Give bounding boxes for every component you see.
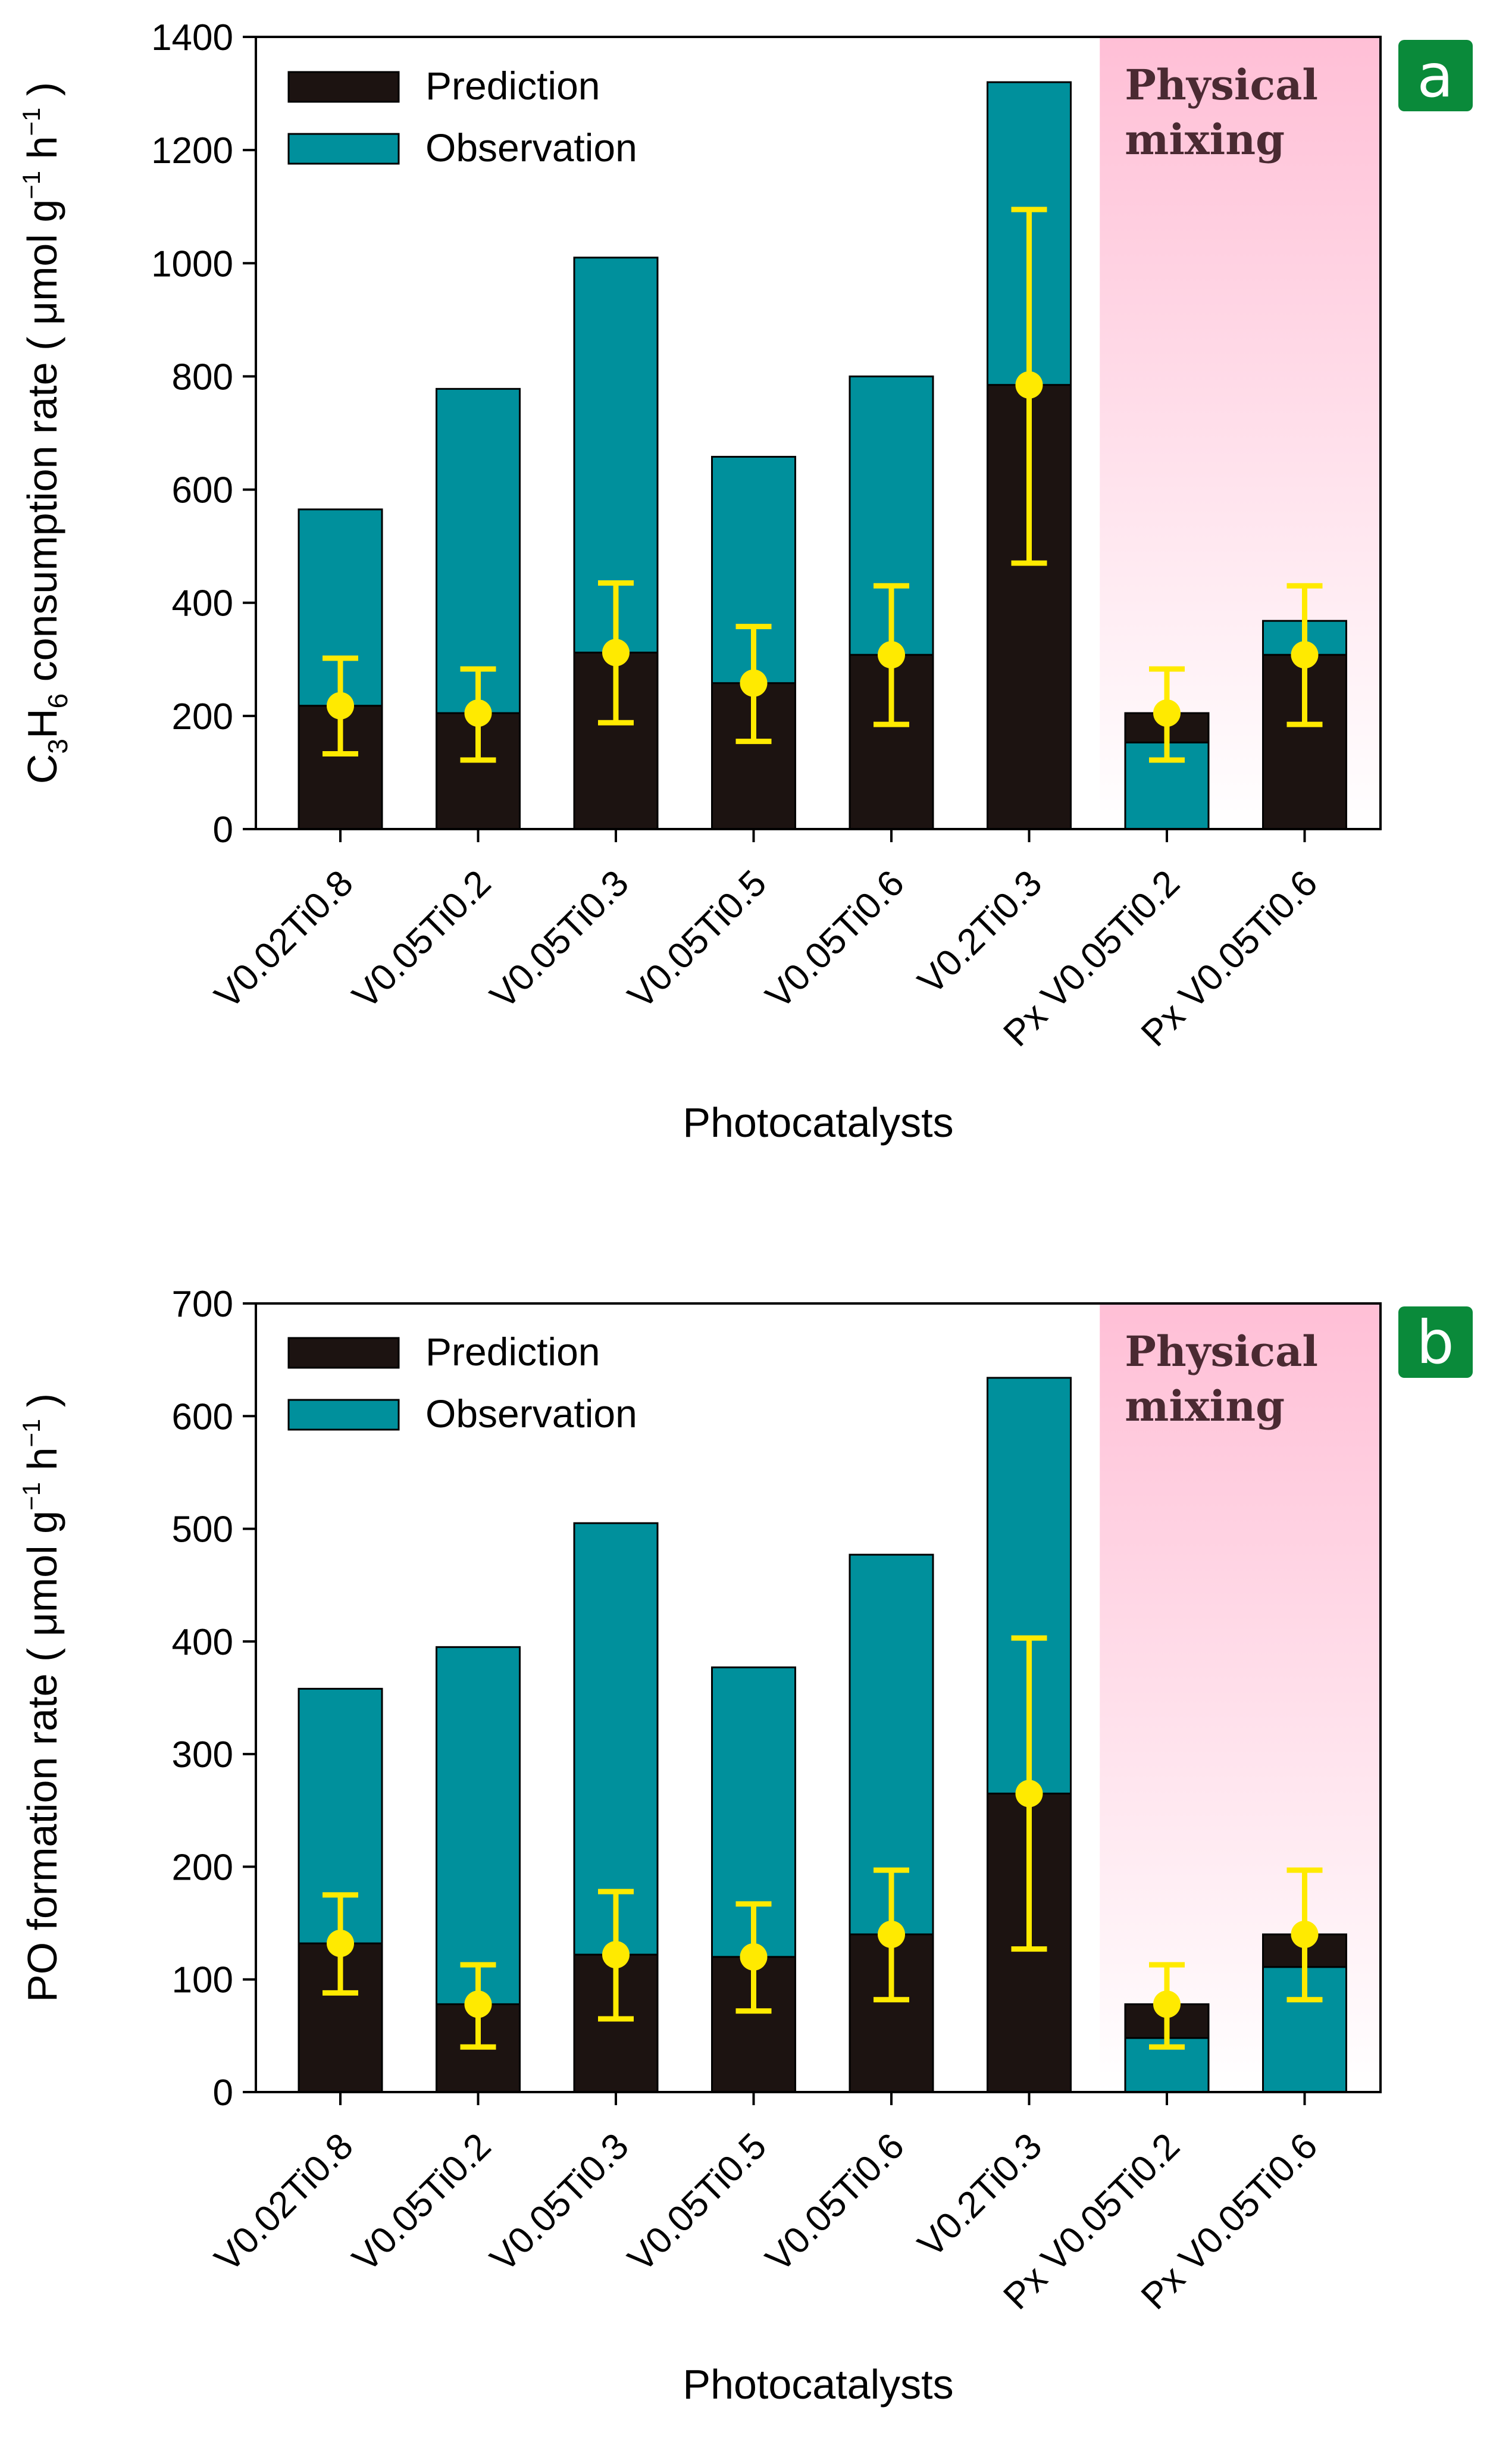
prediction-marker [1291,1921,1319,1948]
physical-mixing-label: Physical mixing [1125,1327,1318,1431]
panel-letter-badge [1398,40,1473,111]
panel-letter-badge [1398,1306,1473,1378]
x-axis-label: Photocatalysts [683,1099,953,1146]
prediction-marker [1015,1780,1043,1808]
prediction-marker [740,1943,768,1971]
prediction-marker [740,669,768,697]
error-bar [1286,1867,1323,2003]
error-bar [323,1892,358,1996]
prediction-marker [1153,1990,1181,2018]
plot-frame [255,1302,1382,2093]
x-tick-label: V0.02Ti0.8 [207,2125,361,2280]
x-tick-label: V0.05Ti0.6 [758,2125,912,2280]
y-tick-label: 600 [172,470,233,511]
x-tick-label: V0.05Ti0.3 [483,2125,637,2280]
prediction-marker [464,1990,492,2018]
y-axis-label: C3H6 consumption rate ( μmol g−1 h−1 ) [17,82,73,784]
error-bar [1149,1962,1185,2050]
x-tick-label: V0.05Ti0.5 [620,862,774,1017]
y-tick-label: 200 [172,1847,233,1888]
legend-swatch-prediction [287,71,400,103]
y-tick-label: 1400 [151,17,233,58]
error-bar [460,1962,496,2050]
y-tick-label: 400 [172,583,233,624]
y-axis-label: PO formation rate ( μmol g−1 h−1 ) [17,1393,65,2002]
legend: Prediction Observation [287,1330,637,1436]
prediction-marker [1291,641,1319,669]
error-bar [874,583,909,727]
error-bar [1286,583,1323,727]
panel-letter: b [1416,1308,1454,1377]
y-tick-label: 700 [172,1284,233,1325]
error-bar [1011,207,1047,566]
y-tick-label: 1000 [151,243,233,284]
x-tick-label: V0.2Ti0.3 [910,862,1050,1002]
y-tick-label: 400 [172,1622,233,1663]
y-tick-label: 0 [213,2072,233,2114]
y-tick-label: 300 [172,1734,233,1775]
plot-frame [255,36,1382,830]
x-tick-label: V0.05Ti0.5 [620,2125,774,2280]
error-bar [735,1901,772,2014]
panel-letter: a [1417,41,1453,111]
error-bar [598,580,634,726]
x-tick-label: V0.05Ti0.2 [345,862,499,1017]
error-bar [1149,666,1185,763]
physical-mixing-label: Physical mixing [1125,60,1318,164]
y-tick-label: 1200 [151,130,233,171]
error-bar [598,1889,634,2022]
prediction-marker [1153,699,1181,727]
y-tick-label: 100 [172,1960,233,2001]
y-tick-label: 600 [172,1396,233,1437]
x-tick-label: V0.02Ti0.8 [207,862,361,1017]
error-bar [1011,1635,1047,1952]
prediction-marker [464,699,492,727]
error-bar [460,666,496,763]
prediction-marker [327,1930,354,1958]
prediction-marker [602,639,630,667]
y-tick-label: 800 [172,357,233,398]
legend-label-observation: Observation [425,1392,637,1436]
prediction-marker [327,692,354,720]
x-tick-label: V0.05Ti0.6 [758,862,912,1017]
legend: Prediction Observation [287,64,637,170]
prediction-marker [602,1941,630,1969]
error-bar [735,624,772,745]
chart-panel-a: 0200400600800100012001400V0.02Ti0.8V0.05… [17,17,1473,1146]
x-axis-label: Photocatalysts [683,2361,953,2408]
legend-label-observation: Observation [425,126,637,170]
legend-label-prediction: Prediction [425,64,600,108]
legend-swatch-observation [287,1399,400,1431]
x-tick-label: V0.2Ti0.3 [910,2125,1050,2265]
prediction-marker [878,641,905,669]
chart-panel-b: 0100200300400500600700V0.02Ti0.8V0.05Ti0… [17,1284,1473,2408]
y-tick-label: 0 [213,809,233,851]
legend-swatch-prediction [287,1337,400,1369]
y-tick-label: 500 [172,1509,233,1550]
legend-label-prediction: Prediction [425,1330,600,1374]
legend-swatch-observation [287,133,400,165]
error-bar [874,1867,909,2003]
y-tick-label: 200 [172,696,233,737]
prediction-marker [1015,371,1043,399]
prediction-marker [878,1921,905,1948]
x-tick-label: V0.05Ti0.2 [345,2125,499,2280]
error-bar [323,655,358,757]
x-tick-label: V0.05Ti0.3 [483,862,637,1017]
